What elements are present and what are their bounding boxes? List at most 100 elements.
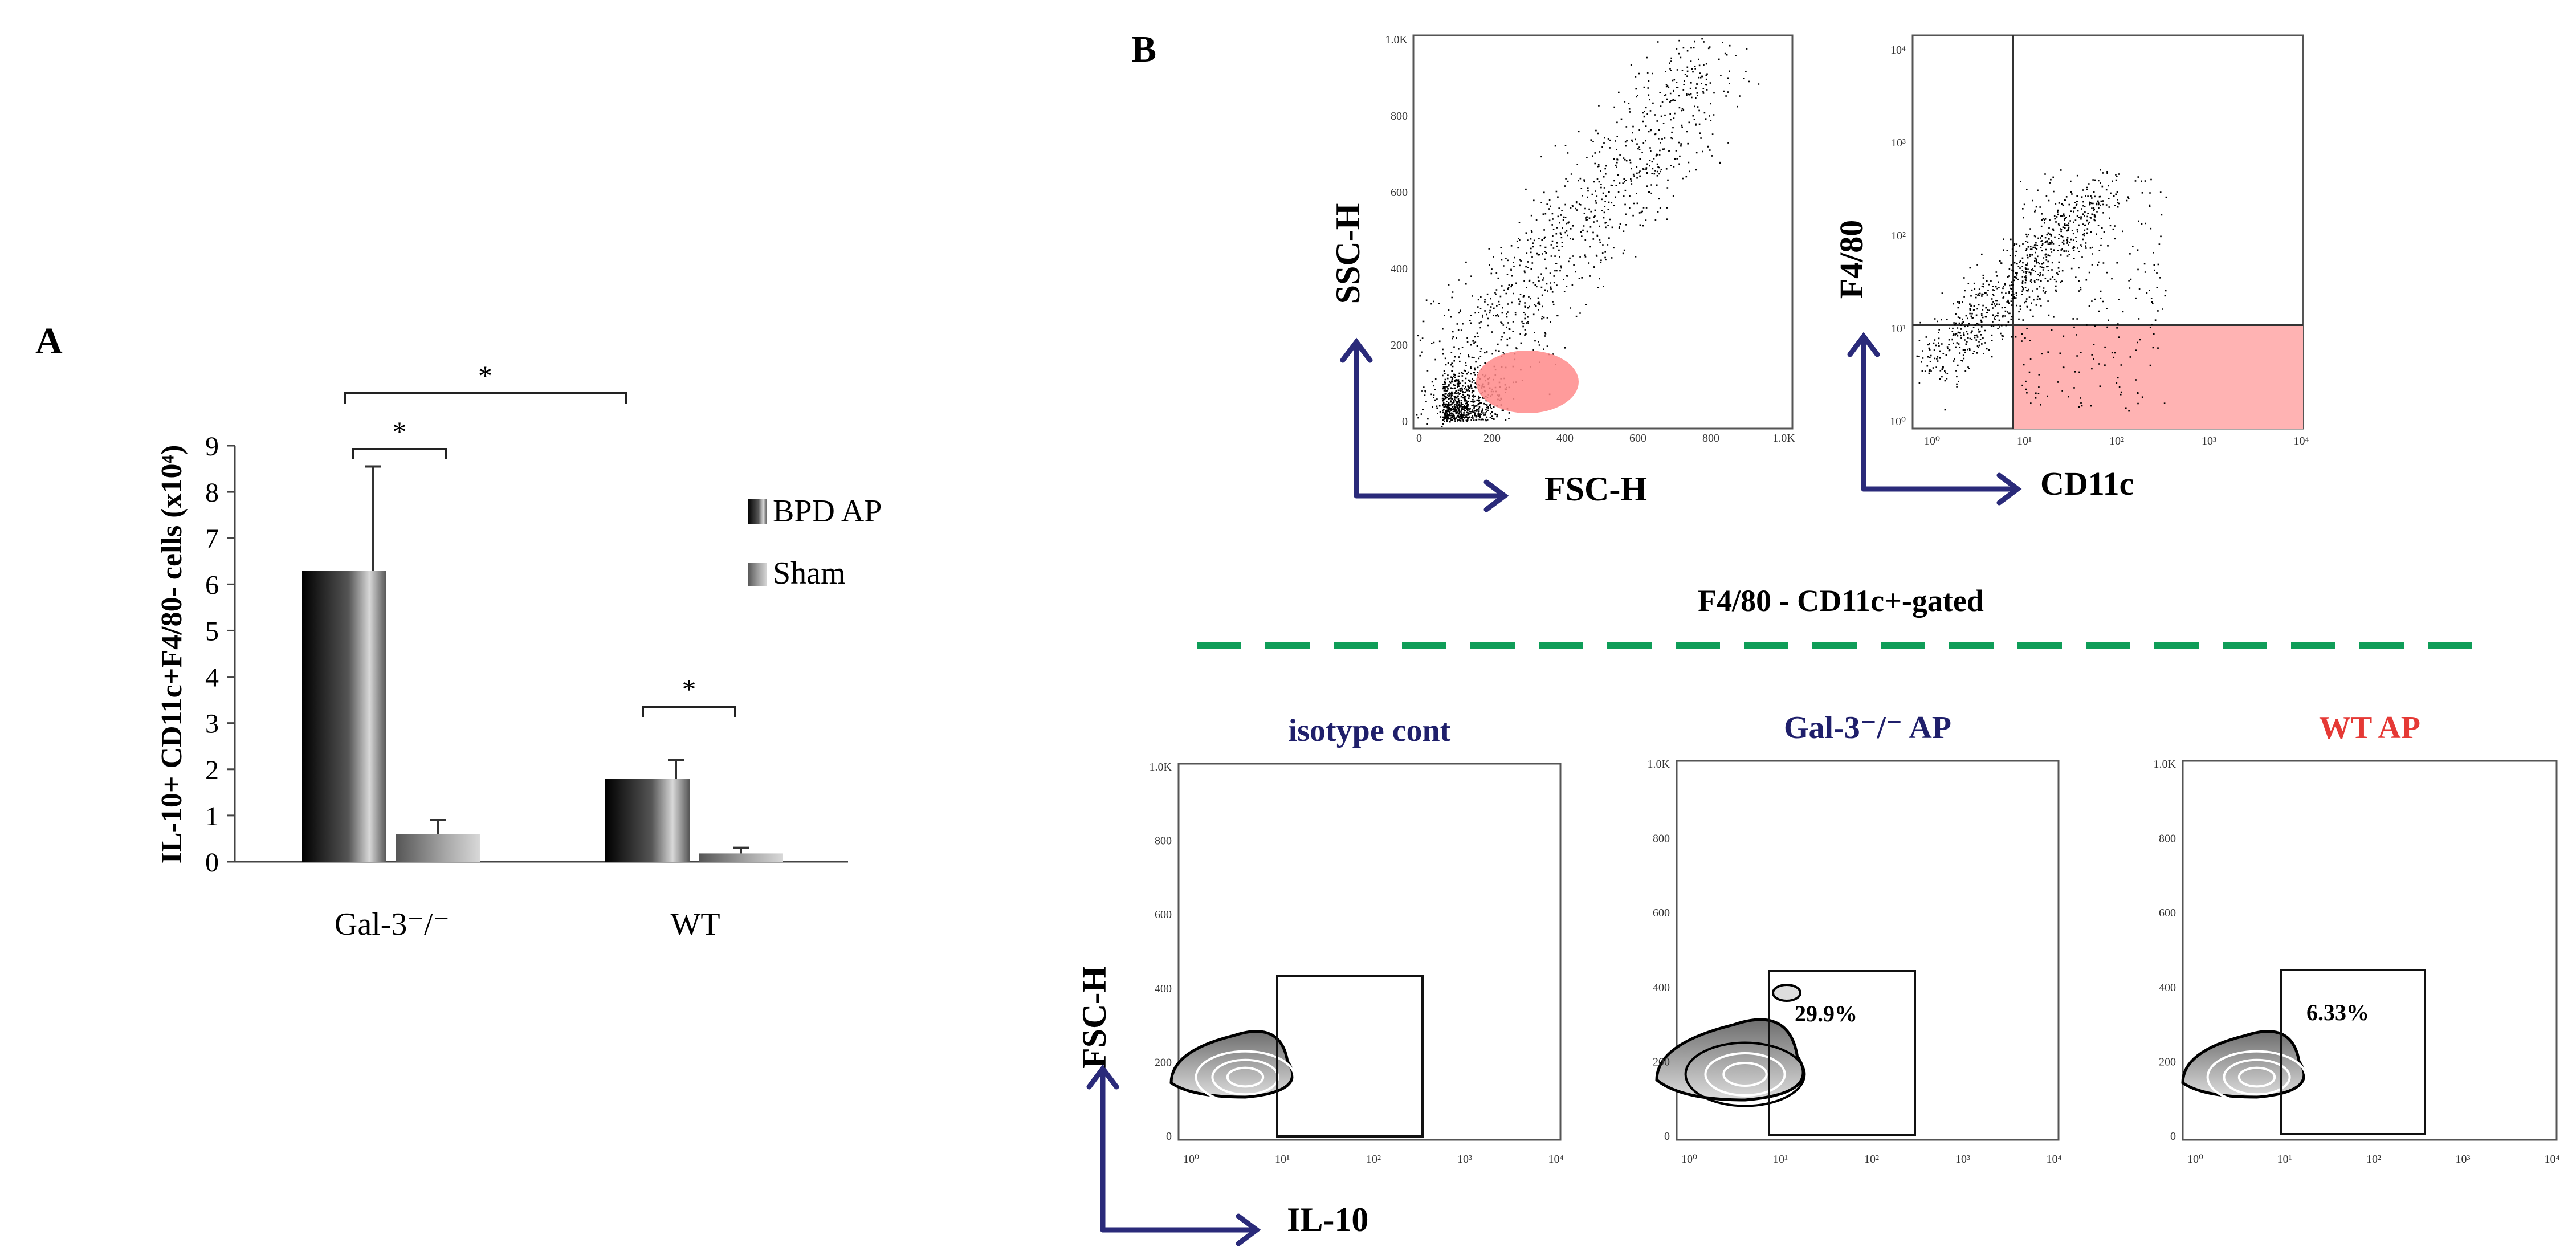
x-tick-label: 1.0K: [1772, 432, 1795, 445]
y-tick-label: 5: [205, 616, 219, 646]
gate-region-f480-neg-cd11c-pos: [2013, 325, 2303, 429]
contour-level: [1195, 1050, 1296, 1105]
il10-gate: [1768, 970, 1916, 1136]
y-tick-label: 400: [1653, 981, 1670, 994]
event-dots: [1416, 38, 1760, 427]
x-tick-label: 10³: [2456, 1153, 2471, 1166]
axis-arrow-horizontal: [1354, 479, 1509, 512]
y-tick-label: 600: [2159, 907, 2176, 919]
contour-title: isotype cont: [1289, 713, 1451, 748]
contour-level: [1684, 1041, 1806, 1107]
y-tick-label: 2: [205, 755, 219, 785]
contour-y-label: FSC-H: [1075, 966, 1113, 1069]
x-tick-label: 10¹: [2277, 1153, 2292, 1166]
legend-label-bpd-ap: BPD AP: [773, 494, 882, 529]
significance-bracket: [344, 392, 627, 404]
x-tick-label: 10³: [1955, 1153, 1970, 1166]
significance-star: *: [393, 415, 407, 447]
y-tick-label: 400: [1391, 263, 1408, 275]
scatter-plot-fsc-ssc-frame: [1412, 34, 1794, 430]
bar-chart: 0 1 2 3 4 5 6 7 8 9 Gal-3⁻/⁻ WT * * * IL-10+ CD11c+F…: [156, 360, 882, 942]
panel-label-b: B: [1131, 28, 1156, 70]
x-tick-label: 10¹: [2017, 435, 2032, 447]
x-tick-label: 400: [1556, 432, 1574, 445]
x-tick-label: 10²: [2109, 435, 2124, 447]
y-tick-label: 0: [1402, 415, 1408, 428]
y-tick-label: 1.0K: [1648, 758, 1670, 771]
y-tick-label: 7: [205, 524, 219, 554]
y-tick-label: 400: [2159, 981, 2176, 994]
x-tick-label: 10⁴: [2545, 1153, 2560, 1166]
y-tick-label: 800: [1391, 110, 1408, 123]
y-tick-label: 200: [1653, 1056, 1670, 1068]
y-tick-label: 1.0K: [1385, 34, 1408, 46]
x-tick-label: 10⁴: [2294, 435, 2309, 447]
contour-level: [1704, 1052, 1786, 1097]
y-tick-label: 800: [1155, 835, 1172, 847]
significance-bracket: [352, 448, 447, 459]
y-tick-label: 10¹: [1891, 323, 1906, 335]
legend-swatch-bpd-ap: [748, 499, 767, 524]
scatter2-y-label: F4/80: [1833, 220, 1870, 299]
y-tick-label: 0: [1664, 1130, 1670, 1143]
scatter1-y-label: SSC-H: [1329, 203, 1367, 304]
bar-sham-0: [396, 834, 480, 862]
y-tick-label: 600: [1155, 908, 1172, 921]
x-tick-label: 10²: [1864, 1153, 1879, 1166]
x-tick-label: 10⁰: [2187, 1153, 2203, 1166]
y-tick-label: 800: [2159, 833, 2176, 845]
bar-sham-1: [699, 853, 783, 862]
event-dots: [1916, 169, 2167, 412]
y-tick-label: 10³: [1891, 137, 1906, 149]
bar-bpd-ap-1: [605, 779, 690, 862]
y-tick-label: 3: [205, 709, 219, 739]
x-tick-label: 200: [1483, 432, 1501, 445]
il10-gate: [2280, 969, 2426, 1135]
contour-x-label: IL-10: [1287, 1201, 1368, 1238]
legend-label-sham: Sham: [773, 556, 846, 591]
y-tick-label: 0: [205, 847, 219, 878]
gate-percentage: 29.9%: [1795, 1001, 1857, 1026]
axis-arrow-horizontal: [1861, 472, 2022, 506]
y-tick-label: 10²: [1891, 230, 1906, 242]
y-tick-label: 1.0K: [1150, 761, 1172, 773]
axis-arrow-vertical: [1847, 332, 1880, 492]
y-tick-label: 200: [1155, 1056, 1172, 1069]
contour-title: WT AP: [2319, 710, 2420, 745]
scatter-plot-fsc-ssc: 00 200 200 400 400 600 600 800 800 1.0K 1.0K SSC-H…: [1329, 34, 1795, 512]
category-label: WT: [670, 907, 720, 942]
contour-level: [2237, 1066, 2276, 1088]
x-tick-label: 10³: [2202, 435, 2216, 447]
y-tick-label: 800: [1653, 833, 1670, 845]
y-tick-label: 600: [1653, 907, 1670, 919]
contour-plot-2: WT AP 6.33% 0 200 400 600 800 1.0K 10⁰ 10¹ 10² 10³ 1…: [2154, 710, 2560, 1166]
contour-title: Gal-3⁻/⁻ AP: [1784, 710, 1951, 745]
x-tick-label: 10⁰: [1924, 435, 1940, 447]
contour-plot-1: Gal-3⁻/⁻ AP 29.9% 0 200 400 600 800 1.0K 10⁰ 10¹ 1…: [1648, 710, 2062, 1166]
contour-axis-arrow-vertical: [1086, 1064, 1119, 1233]
x-tick-label: 0: [1416, 432, 1422, 445]
y-tick-label: 10⁰: [1890, 415, 1906, 428]
bar-bpd-ap-0: [302, 571, 386, 862]
y-tick-label: 1: [205, 801, 219, 832]
x-tick-label: 10²: [1366, 1153, 1381, 1166]
x-tick-label: 10⁴: [2047, 1153, 2062, 1166]
contour-outer: [1655, 1018, 1805, 1102]
y-tick-label: 0: [2170, 1130, 2176, 1143]
axis-arrow-vertical: [1340, 337, 1373, 499]
y-tick-label: 200: [2159, 1056, 2176, 1068]
significance-star: *: [682, 673, 696, 705]
y-tick-label: 8: [205, 478, 219, 508]
y-tick-label: 600: [1391, 186, 1408, 199]
x-tick-label: 10³: [1457, 1153, 1472, 1166]
contour-plot-0: isotype cont 0 200 400 600 800 1.0K 10⁰ 10¹ 10² 10…: [1150, 713, 1564, 1166]
contour-axis-arrow-horizontal: [1100, 1213, 1261, 1246]
x-tick-label: 10¹: [1773, 1153, 1788, 1166]
gate-region-lymphocyte: [1476, 351, 1579, 413]
gating-label: F4/80 - CD11c+-gated: [1698, 584, 1984, 618]
x-tick-label: 10⁰: [1183, 1153, 1199, 1166]
y-tick-label: 9: [205, 431, 219, 462]
x-tick-label: 800: [1702, 432, 1719, 445]
scatter1-x-label: FSC-H: [1544, 470, 1647, 508]
